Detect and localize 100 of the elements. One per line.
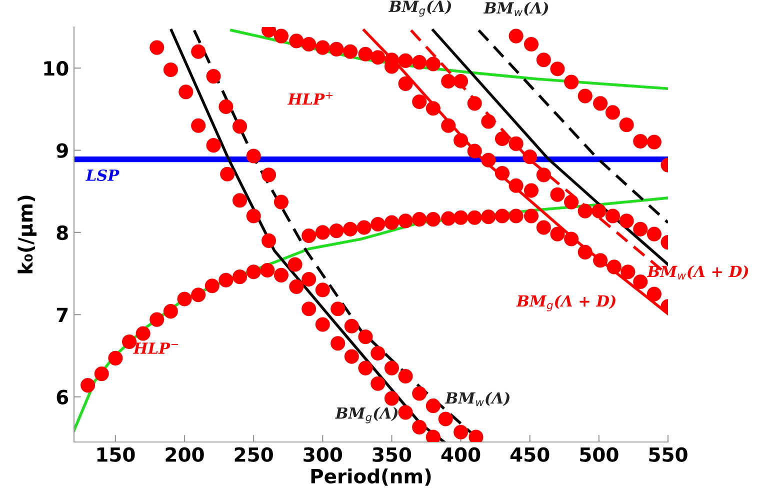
- point: [646, 134, 662, 150]
- point: [370, 216, 386, 232]
- point: [536, 220, 551, 235]
- point: [150, 312, 164, 327]
- point: [536, 168, 551, 182]
- annotation: BM$_{w}$(Λ): [444, 392, 510, 406]
- y-tick-label: 8: [56, 225, 68, 240]
- text: BM$_{g}$(Λ): [388, 0, 452, 17]
- point: [467, 210, 482, 225]
- point: [481, 210, 496, 224]
- point: [191, 118, 206, 133]
- point: [384, 215, 400, 230]
- point: [232, 193, 248, 208]
- point: [467, 144, 482, 158]
- line-series: [230, 28, 668, 90]
- point: [398, 53, 413, 68]
- point: [646, 226, 662, 242]
- point: [232, 119, 248, 134]
- point: [302, 302, 316, 316]
- point: [592, 204, 606, 218]
- point: [508, 208, 524, 224]
- point: [206, 69, 221, 84]
- point: [204, 278, 220, 294]
- x-tick-label: 350: [372, 447, 412, 462]
- point: [593, 96, 608, 111]
- point: [398, 214, 413, 228]
- point: [398, 405, 413, 420]
- x-tick-label: 150: [97, 447, 135, 462]
- point: [524, 183, 539, 198]
- y-tick-label: 9: [56, 143, 68, 158]
- point: [564, 74, 579, 90]
- point: [370, 50, 386, 65]
- point: [412, 212, 427, 227]
- point: [358, 330, 373, 344]
- point: [412, 420, 427, 434]
- annotation: HLP$^{+}$: [287, 92, 332, 105]
- point: [398, 76, 413, 91]
- point: [315, 317, 330, 332]
- point: [108, 350, 123, 366]
- point: [494, 166, 510, 181]
- x-tick-label: 250: [234, 447, 273, 462]
- line-series: [170, 28, 446, 442]
- point: [564, 232, 579, 246]
- point: [494, 131, 510, 146]
- point: [481, 114, 496, 129]
- point: [633, 134, 648, 149]
- text: BM$_{w}$(Λ): [484, 2, 548, 16]
- point: [412, 94, 427, 110]
- annotation: BM$_{g}$(Λ + D): [516, 294, 616, 312]
- point: [606, 260, 622, 274]
- point: [398, 368, 413, 384]
- point: [370, 346, 386, 361]
- point: [191, 288, 206, 302]
- point: [467, 96, 482, 111]
- point: [330, 302, 346, 316]
- y-tick-label: 6: [56, 390, 68, 404]
- point: [315, 40, 330, 55]
- point: [260, 262, 275, 278]
- point: [150, 40, 164, 55]
- y-tick-label: 7: [56, 308, 68, 322]
- point: [593, 253, 608, 268]
- point: [218, 272, 234, 288]
- annotation: BM$_{g}$(Λ): [335, 406, 398, 424]
- point: [633, 274, 648, 290]
- y-tick-label: 10: [44, 61, 68, 76]
- point: [342, 222, 358, 236]
- point: [80, 378, 96, 393]
- point: [163, 62, 178, 78]
- point: [358, 360, 373, 376]
- point: [619, 214, 634, 228]
- point: [206, 138, 221, 153]
- point: [508, 136, 524, 151]
- point: [508, 178, 524, 193]
- point: [605, 105, 620, 120]
- point: [356, 220, 372, 235]
- point: [426, 101, 440, 116]
- point: [289, 34, 304, 48]
- point: [246, 264, 261, 280]
- point: [315, 282, 330, 298]
- point: [261, 233, 276, 248]
- x-tick-label: 200: [166, 447, 204, 462]
- point: [605, 208, 620, 224]
- point: [522, 150, 538, 164]
- point: [481, 152, 496, 168]
- point: [136, 326, 150, 341]
- point: [261, 168, 276, 182]
- x-tick-label: 450: [510, 447, 550, 462]
- point: [454, 74, 468, 89]
- point: [358, 46, 373, 62]
- point: [524, 36, 539, 52]
- point: [315, 225, 330, 240]
- point: [536, 52, 551, 68]
- point: [246, 208, 261, 224]
- x-tick-label: 400: [441, 447, 480, 462]
- point: [454, 133, 468, 148]
- point: [178, 84, 194, 100]
- point: [441, 74, 456, 89]
- point: [550, 187, 565, 202]
- point: [344, 349, 359, 364]
- point: [426, 56, 440, 72]
